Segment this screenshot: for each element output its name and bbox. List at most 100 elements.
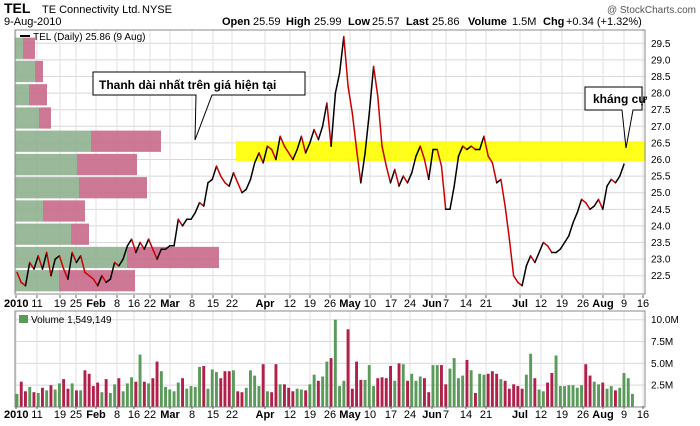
price-segment [466, 145, 472, 151]
price-segment [572, 211, 579, 224]
price-segment [394, 168, 400, 187]
price-segment [529, 255, 536, 264]
x-tick-label: 21 [480, 298, 492, 310]
vbp-down-bar [29, 84, 47, 106]
volume-bar [236, 391, 240, 407]
x-tick-label: 14 [460, 409, 472, 421]
vbp-up-bar [15, 177, 79, 199]
price-segment [351, 112, 358, 151]
volume-bar [342, 380, 346, 407]
x-tick-label: 16 [637, 409, 649, 421]
x-tick-label: Aug [592, 298, 613, 310]
volume-bar [533, 378, 537, 407]
last-label: Last [406, 16, 429, 28]
x-tick-label: 8 [114, 409, 120, 421]
price-segment [287, 152, 294, 161]
volume-bar [159, 371, 163, 407]
resistance-band [236, 141, 645, 162]
price-segment [71, 251, 78, 264]
volume-bar [278, 384, 282, 407]
volume-bar [350, 388, 354, 407]
price-segment [211, 165, 218, 181]
volume-bar [108, 393, 112, 407]
price-segment [389, 168, 396, 184]
volume-bar [185, 388, 189, 407]
price-segment [534, 251, 540, 264]
price-segment [610, 178, 617, 184]
price-segment [309, 128, 315, 144]
price-segment [330, 92, 337, 147]
price-segment [491, 162, 498, 184]
vbp-down-bar [91, 130, 161, 152]
volume-bar [461, 375, 465, 407]
volume-bar [79, 390, 83, 407]
x-tick-label: 25 [70, 298, 82, 310]
x-tick-label: 16 [128, 298, 140, 310]
volume-tick-label: 7.5M [651, 337, 673, 348]
price-segment [62, 268, 69, 280]
x-tick-label: 21 [480, 409, 492, 421]
volume-bar [469, 370, 473, 407]
price-segment [436, 148, 443, 167]
price-segment [194, 201, 201, 214]
volume-bar [546, 382, 549, 407]
price-segment [20, 281, 27, 287]
volume-bar [524, 374, 528, 407]
vbp-down-bar [43, 200, 85, 222]
volume-bar [41, 387, 44, 407]
volume-value: 1.5M [512, 16, 536, 28]
price-segment [130, 238, 137, 254]
volume-bar [70, 383, 74, 407]
price-segment [283, 145, 290, 154]
volume-bar [622, 373, 626, 407]
x-tick-label: 26 [324, 409, 336, 421]
x-tick-label: 11 [31, 409, 42, 421]
volume-bar [75, 390, 78, 407]
volume-bar [83, 370, 87, 407]
price-segment [368, 65, 375, 114]
volume-bar [397, 363, 401, 407]
price-segment [300, 135, 307, 154]
volume-bar [321, 376, 325, 407]
chg-label: Chg [543, 16, 564, 28]
volume-bar [283, 384, 286, 407]
volume-bar [299, 389, 303, 407]
price-segment [224, 182, 230, 187]
volume-bar [520, 388, 524, 407]
price-segment [385, 165, 392, 184]
price-segment [602, 185, 608, 211]
price-segment [92, 278, 99, 287]
volume-bar [104, 379, 108, 407]
price-segment [232, 172, 239, 184]
volume-bar [431, 365, 435, 407]
volume-bar [427, 392, 431, 407]
volume-bar [495, 373, 499, 407]
price-segment [139, 241, 146, 250]
volume-bar [338, 386, 341, 407]
x-tick-label: Aug [592, 409, 613, 421]
x-tick-label: 10 [364, 298, 376, 310]
price-segment [563, 235, 570, 244]
resistance-callout-box [584, 86, 643, 149]
price-segment [546, 245, 553, 254]
vbp-callout-box [92, 71, 306, 141]
vbp-down-bar [79, 177, 147, 199]
price-axis-labels: 22.5 23.0 23.5 24.0 24.5 25.0 25.5 26.0 26.5 27.0… [651, 39, 671, 282]
volume-bar [304, 390, 308, 407]
volume-bar [423, 378, 426, 407]
volume-bar [138, 354, 142, 407]
price-segment [147, 238, 154, 250]
price-segment [190, 211, 197, 221]
vbp-up-bar [15, 60, 35, 83]
price-tick-label: 25.5 [651, 172, 671, 183]
price-segment [525, 255, 532, 267]
volume-bar [512, 384, 516, 407]
volume-bar [325, 361, 329, 407]
price-segment [118, 258, 124, 267]
price-segment [521, 265, 528, 287]
x-tick-label: 26 [324, 298, 336, 310]
volume-bar [287, 387, 291, 407]
price-tick-label: 27.0 [651, 122, 671, 133]
volume-bar [499, 379, 503, 407]
vbp-down-bar [127, 246, 219, 269]
